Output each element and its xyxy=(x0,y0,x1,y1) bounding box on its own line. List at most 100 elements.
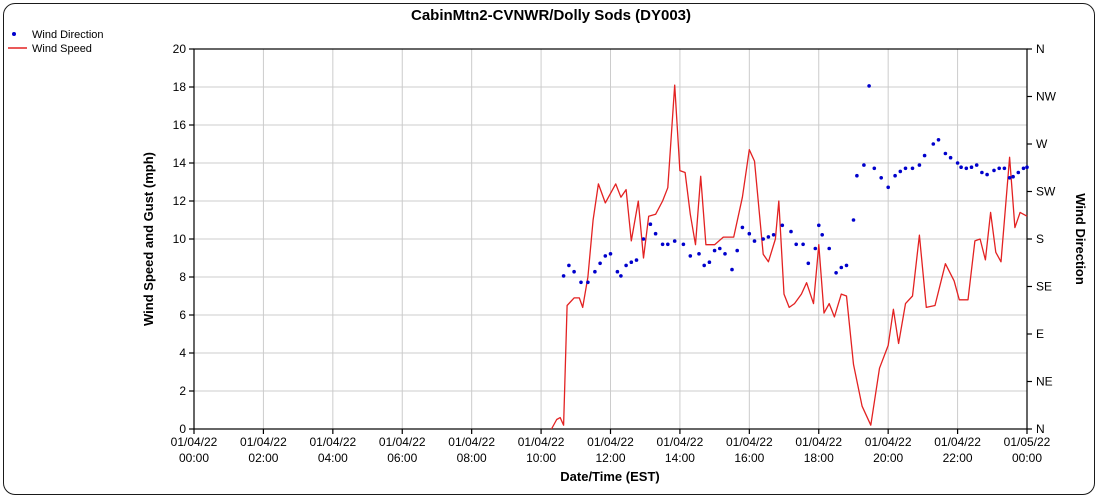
wind-direction-dot xyxy=(834,271,838,275)
wind-direction-dot xyxy=(593,269,597,274)
wind-direction-dot xyxy=(867,84,871,88)
right-axis-tick-label: N xyxy=(1036,422,1045,436)
wind-direction-dot xyxy=(561,274,566,278)
wind-direction-dot xyxy=(648,222,653,226)
wind-direction-dot xyxy=(879,176,883,180)
wind-direction-dot xyxy=(898,169,903,174)
x-axis-tick-label-time: 12:00 xyxy=(595,451,625,465)
wind-direction-dot xyxy=(980,170,984,175)
x-axis-title: Date/Time (EST) xyxy=(560,469,659,484)
wind-direction-dot xyxy=(598,261,602,266)
wind-direction-dot xyxy=(931,142,936,146)
wind-direction-dot xyxy=(629,260,634,265)
window-frame: CabinMtn2-CVNWR/Dolly Sods (DY003) Wind … xyxy=(3,3,1095,495)
right-axis-tick-label: SE xyxy=(1036,280,1052,294)
x-axis-tick-label-time: 22:00 xyxy=(943,451,973,465)
x-axis-tick-label-date: 01/04/22 xyxy=(379,435,426,449)
wind-direction-dot xyxy=(886,185,890,190)
wind-direction-dot xyxy=(567,263,571,268)
wind-direction-dot xyxy=(697,252,701,256)
wind-direction-dot xyxy=(974,163,979,167)
wind-direction-dot xyxy=(817,223,821,228)
wind-direction-dot xyxy=(641,237,646,241)
wind-direction-dot xyxy=(1002,166,1007,171)
x-axis-tick-label-time: 18:00 xyxy=(804,451,834,465)
wind-direction-dot xyxy=(579,280,583,285)
legend-label-wind-speed: Wind Speed xyxy=(32,43,92,55)
legend-label-wind-direction: Wind Direction xyxy=(32,29,104,41)
wind-direction-dot xyxy=(872,166,877,171)
x-axis-tick-label-date: 01/04/22 xyxy=(865,435,912,449)
x-axis-tick-label-date: 01/04/22 xyxy=(309,435,356,449)
x-axis-tick-label-time: 04:00 xyxy=(318,451,348,465)
wind-direction-dot xyxy=(660,242,665,247)
left-axis-tick-label: 0 xyxy=(179,422,186,436)
x-axis-tick-label-time: 16:00 xyxy=(734,451,764,465)
left-axis-tick-label: 2 xyxy=(179,384,186,398)
left-axis-tick-label: 6 xyxy=(179,308,186,322)
wind-direction-dot xyxy=(672,239,677,243)
left-axis-tick-label: 16 xyxy=(173,118,187,132)
wind-direction-dot xyxy=(936,138,941,142)
wind-direction-dot xyxy=(718,246,722,251)
left-axis-tick-label: 10 xyxy=(173,232,187,246)
left-axis-tick-label: 4 xyxy=(179,346,186,360)
wind-direction-dot xyxy=(839,265,844,270)
wind-direction-dot xyxy=(615,269,620,274)
right-axis-tick-label: N xyxy=(1036,42,1045,56)
right-axis-tick-label: W xyxy=(1036,137,1048,151)
wind-direction-dot xyxy=(712,248,717,253)
wind-direction-dot xyxy=(747,231,752,236)
grid-layer xyxy=(194,49,1027,429)
x-axis-tick-label-time: 00:00 xyxy=(1012,451,1042,465)
right-axis-tick-label: NE xyxy=(1036,375,1053,389)
wind-direction-dot xyxy=(997,166,1001,171)
left-axis-tick-label: 12 xyxy=(173,194,187,208)
wind-direction-dot xyxy=(955,161,960,165)
wind-direction-dot xyxy=(707,260,712,265)
wind-direction-dot xyxy=(992,168,996,173)
wind-direction-dot xyxy=(855,173,859,178)
wind-direction-dot xyxy=(608,252,613,256)
wind-direction-dot xyxy=(653,231,658,236)
left-axis-tick-label: 8 xyxy=(179,270,186,284)
wind-direction-dot xyxy=(922,153,927,158)
wind-direction-marker-icon xyxy=(12,32,16,36)
wind-direction-dot xyxy=(723,252,727,256)
x-axis-tick-label-time: 20:00 xyxy=(873,451,903,465)
tick-layer: 0 2 4 6 8 10 12 14 16 18 20 N NE E SE S SW W NW N 01/04/22 00… xyxy=(171,42,1057,465)
x-axis-tick-label-time: 00:00 xyxy=(179,451,209,465)
wind-direction-dot xyxy=(910,166,915,171)
x-axis-tick-label-time: 08:00 xyxy=(457,451,487,465)
wind-direction-dot xyxy=(735,248,739,253)
wind-direction-dot xyxy=(1025,165,1029,169)
wind-direction-dot xyxy=(943,151,948,156)
wind-direction-dot xyxy=(666,242,670,247)
x-axis-tick-label-date: 01/04/22 xyxy=(726,435,773,449)
x-axis-tick-label-date: 01/04/22 xyxy=(795,435,842,449)
right-axis-tick-label: E xyxy=(1036,327,1044,341)
wind-direction-dot xyxy=(806,261,811,266)
wind-direction-dot xyxy=(917,163,922,167)
x-axis-tick-label-date: 01/04/22 xyxy=(448,435,495,449)
wind-direction-dot xyxy=(688,254,693,258)
wind-direction-dot xyxy=(780,223,785,228)
wind-direction-dot xyxy=(730,267,734,272)
wind-direction-dot xyxy=(603,254,608,258)
wind-direction-dot xyxy=(681,242,686,247)
wind-direction-dot xyxy=(1016,170,1021,175)
x-axis-tick-label-date: 01/04/22 xyxy=(934,435,981,449)
right-axis-tick-label: S xyxy=(1036,232,1044,246)
wind-direction-dot xyxy=(789,229,793,234)
wind-direction-dot xyxy=(1011,174,1015,179)
legend: Wind Direction Wind Speed xyxy=(8,29,104,55)
wind-direction-dot xyxy=(959,165,963,169)
wind-direction-dot xyxy=(964,166,969,171)
wind-direction-dot xyxy=(634,258,639,262)
left-axis-tick-label: 14 xyxy=(173,156,187,170)
wind-direction-dot xyxy=(702,263,706,268)
x-axis-tick-label-date: 01/04/22 xyxy=(587,435,634,449)
left-axis-tick-label: 18 xyxy=(173,80,187,94)
x-axis-tick-label-time: 06:00 xyxy=(387,451,417,465)
wind-direction-dot xyxy=(844,263,849,268)
